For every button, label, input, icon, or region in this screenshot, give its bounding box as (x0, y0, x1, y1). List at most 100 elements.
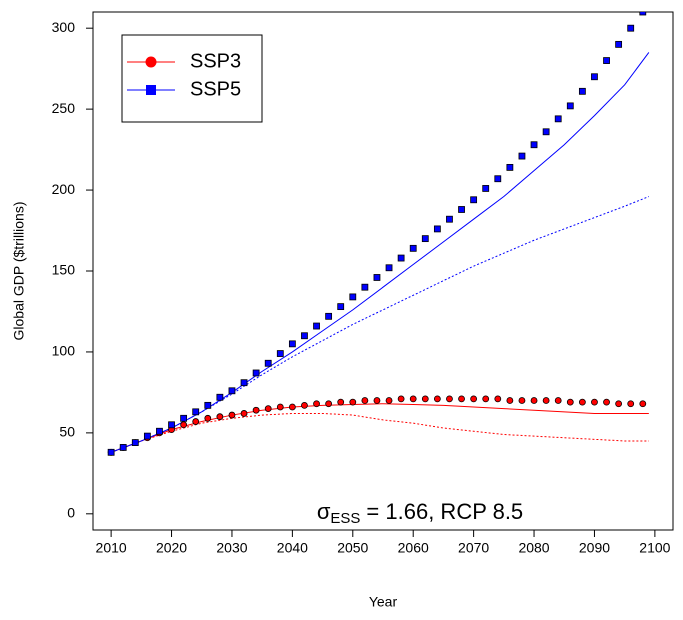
point (252, 406, 260, 414)
legend-box (121, 34, 263, 123)
plot-area (107, 12, 650, 456)
point (494, 395, 502, 403)
point (180, 414, 188, 422)
annotation-text: = 1.66, RCP 8.5 (366, 499, 523, 524)
point (276, 403, 284, 411)
point (421, 395, 429, 403)
x-tick-label: 2090 (579, 540, 610, 556)
point (591, 398, 598, 406)
point (566, 398, 574, 406)
point (204, 414, 212, 422)
point (192, 408, 200, 416)
point (591, 73, 598, 81)
y-tick-label: 250 (52, 100, 76, 116)
y-tick-label: 150 (52, 262, 76, 278)
point (433, 225, 441, 233)
x-tick-label: 2070 (458, 540, 489, 556)
curve (110, 403, 649, 453)
point (566, 102, 574, 110)
annotation: σESS = 1.66, RCP 8.5 (317, 499, 523, 527)
point (506, 163, 514, 171)
point (192, 418, 200, 425)
point (409, 395, 417, 403)
y-tick-label: 0 (67, 505, 75, 521)
point (252, 369, 260, 377)
point (325, 312, 333, 320)
point (554, 115, 562, 123)
point (373, 274, 381, 281)
y-tick-label: 100 (52, 343, 76, 359)
x-tick-label: 2020 (156, 540, 187, 556)
x-tick-label: 2040 (277, 540, 308, 556)
point (325, 400, 333, 408)
point (168, 421, 175, 429)
x-tick-label: 2100 (639, 540, 670, 556)
point (458, 395, 465, 403)
point (240, 410, 248, 417)
point (264, 359, 272, 367)
point (627, 400, 635, 408)
legend-marker (146, 85, 156, 95)
point (385, 264, 393, 272)
point (615, 40, 623, 48)
point (458, 206, 465, 213)
point (530, 397, 538, 404)
point (264, 405, 272, 412)
point (518, 397, 526, 404)
point (301, 332, 308, 340)
point (337, 303, 345, 311)
curve (110, 412, 649, 453)
point (337, 398, 345, 406)
point (542, 128, 550, 136)
point (397, 395, 405, 403)
point (228, 387, 236, 395)
point (518, 152, 526, 160)
point (615, 400, 623, 408)
y-tick-label: 300 (52, 19, 76, 35)
point (482, 395, 490, 403)
point (603, 57, 610, 64)
y-axis-title: Global GDP ($trillions) (11, 201, 27, 340)
x-tick-label: 2080 (518, 540, 549, 556)
x-tick-label: 2030 (216, 540, 247, 556)
point (470, 196, 478, 204)
point (578, 87, 586, 95)
point (530, 141, 538, 149)
point (494, 175, 502, 183)
y-tick-label: 200 (52, 181, 76, 197)
point (301, 401, 308, 409)
point (107, 448, 115, 456)
point (506, 397, 514, 404)
point (288, 340, 296, 348)
point (373, 397, 381, 404)
legend-marker (145, 56, 157, 68)
y-tick-label: 50 (59, 424, 75, 440)
point (554, 397, 562, 404)
point (603, 398, 610, 406)
curve (110, 196, 650, 453)
point (119, 444, 127, 451)
curve (110, 52, 650, 453)
point (446, 395, 453, 403)
x-tick-label: 2010 (96, 540, 127, 556)
point (639, 12, 647, 16)
point (578, 398, 586, 406)
x-axis-title: Year (369, 594, 398, 610)
point (639, 400, 647, 408)
point (180, 421, 188, 429)
point (313, 322, 320, 330)
point (482, 185, 490, 192)
point (542, 397, 550, 404)
point (409, 244, 417, 252)
point (131, 439, 139, 446)
point (288, 403, 296, 411)
point (228, 411, 236, 419)
point (240, 379, 248, 387)
legend-label: SSP5 (190, 78, 241, 100)
point (156, 427, 163, 435)
x-tick-label: 2060 (398, 540, 429, 556)
point (627, 24, 635, 32)
point (313, 400, 320, 408)
point (216, 413, 224, 421)
